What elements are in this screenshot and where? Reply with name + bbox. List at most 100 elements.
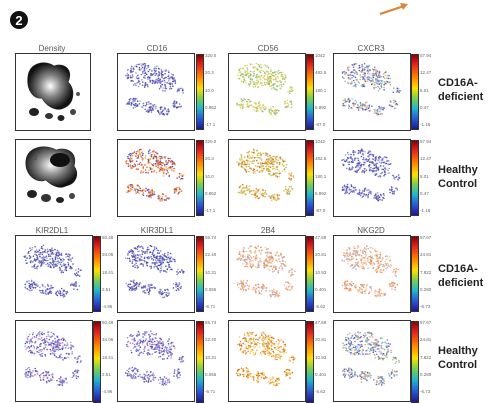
cell-dot <box>344 185 346 187</box>
cell-dot <box>257 266 259 268</box>
cell-dot <box>362 264 364 266</box>
cell-dot <box>176 190 178 192</box>
cell-dot <box>355 77 357 79</box>
cell-dot <box>138 86 140 88</box>
cell-dot <box>137 249 139 251</box>
cell-dot <box>241 348 243 350</box>
cell-dot <box>58 260 60 262</box>
cell-dot <box>292 274 294 276</box>
cell-dot <box>59 293 61 295</box>
cell-dot <box>134 338 136 340</box>
cell-dot <box>362 268 364 270</box>
cell-dot <box>142 343 144 345</box>
cell-dot <box>291 172 293 174</box>
kir2dl1-scatter-deficient <box>16 236 92 312</box>
cell-dot <box>364 194 366 196</box>
cell-dot <box>126 160 128 162</box>
cell-dot <box>75 269 77 271</box>
cell-dot <box>375 250 377 252</box>
cell-dot <box>167 382 169 384</box>
cell-dot <box>130 155 132 157</box>
cell-dot <box>373 77 375 79</box>
colorbar-tick-label: -17.1 <box>205 123 215 128</box>
cell-dot <box>280 173 282 175</box>
cell-dot <box>279 157 281 159</box>
cell-dot <box>166 295 168 297</box>
cell-dot <box>157 82 159 84</box>
cell-dot <box>272 194 274 196</box>
cell-dot <box>368 65 370 67</box>
cell-dot <box>399 90 401 92</box>
cell-dot <box>270 69 272 71</box>
cell-dot <box>150 155 152 157</box>
cell-dot <box>254 150 256 152</box>
cell-dot <box>129 258 131 260</box>
cell-dot <box>178 369 180 371</box>
cell-dot <box>145 172 147 174</box>
cell-dot <box>132 155 134 157</box>
cell-dot <box>42 285 44 287</box>
cell-dot <box>266 252 268 254</box>
cell-dot <box>165 350 167 352</box>
cell-dot <box>240 75 242 77</box>
cell-dot <box>180 88 182 90</box>
cell-dot <box>347 283 349 285</box>
cell-dot <box>250 71 252 73</box>
cell-dot <box>271 337 273 339</box>
cell-dot <box>45 264 47 266</box>
cell-dot <box>259 265 261 267</box>
cell-dot <box>64 357 66 359</box>
cell-dot <box>347 78 349 80</box>
cell-dot <box>241 157 243 159</box>
cell-dot <box>264 287 266 289</box>
cell-dot <box>264 353 266 355</box>
panel-number: 2 <box>15 13 22 28</box>
cell-dot <box>360 195 362 197</box>
cell-dot <box>371 265 373 267</box>
cell-dot <box>354 159 356 161</box>
cell-dot <box>383 269 385 271</box>
cell-dot <box>142 377 144 379</box>
cell-dot <box>345 161 347 163</box>
cell-dot <box>279 162 281 164</box>
cell-dot <box>272 268 274 270</box>
cell-dot <box>163 169 165 171</box>
cell-dot <box>54 338 56 340</box>
cell-dot <box>269 294 271 296</box>
cell-dot <box>262 111 264 113</box>
cell-dot <box>289 186 291 188</box>
cell-dot <box>359 152 361 154</box>
cell-dot <box>177 373 179 375</box>
cell-dot <box>135 377 137 379</box>
cell-dot <box>36 351 38 353</box>
cell-dot <box>160 111 162 113</box>
cell-dot <box>179 357 181 359</box>
cell-dot <box>395 272 397 274</box>
cell-dot <box>155 337 157 339</box>
cell-dot <box>380 251 382 253</box>
cell-dot <box>347 253 349 255</box>
cell-dot <box>183 361 185 363</box>
cell-dot <box>275 168 277 170</box>
cell-dot <box>379 71 381 73</box>
cell-dot <box>251 79 253 81</box>
cell-dot <box>238 165 240 167</box>
cell-dot <box>37 333 39 335</box>
cell-dot <box>267 164 269 166</box>
cell-dot <box>147 67 149 69</box>
cell-dot <box>371 80 373 82</box>
cell-dot <box>165 90 167 92</box>
cell-dot <box>366 107 368 109</box>
cell-dot <box>176 271 178 273</box>
cell-dot <box>237 104 239 106</box>
cell-dot <box>162 168 164 170</box>
cell-dot <box>344 189 346 191</box>
cell-dot <box>257 166 259 168</box>
cell-dot <box>142 336 144 338</box>
cell-dot <box>281 263 283 265</box>
cell-dot <box>360 292 362 294</box>
cell-dot <box>349 157 351 159</box>
cell-dot <box>154 170 156 172</box>
cell-dot <box>238 287 240 289</box>
cell-dot <box>43 333 45 335</box>
